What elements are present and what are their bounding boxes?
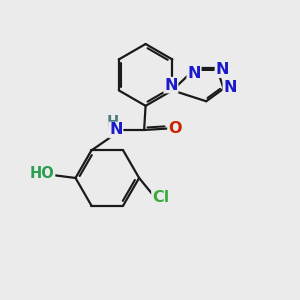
Text: N: N: [223, 80, 237, 95]
Text: O: O: [168, 121, 182, 136]
Text: HO: HO: [30, 166, 55, 181]
Text: N: N: [164, 78, 178, 93]
Text: H: H: [107, 115, 119, 130]
Text: N: N: [187, 66, 201, 81]
Text: N: N: [215, 62, 229, 77]
Text: N: N: [109, 122, 123, 137]
Text: Cl: Cl: [152, 190, 169, 205]
